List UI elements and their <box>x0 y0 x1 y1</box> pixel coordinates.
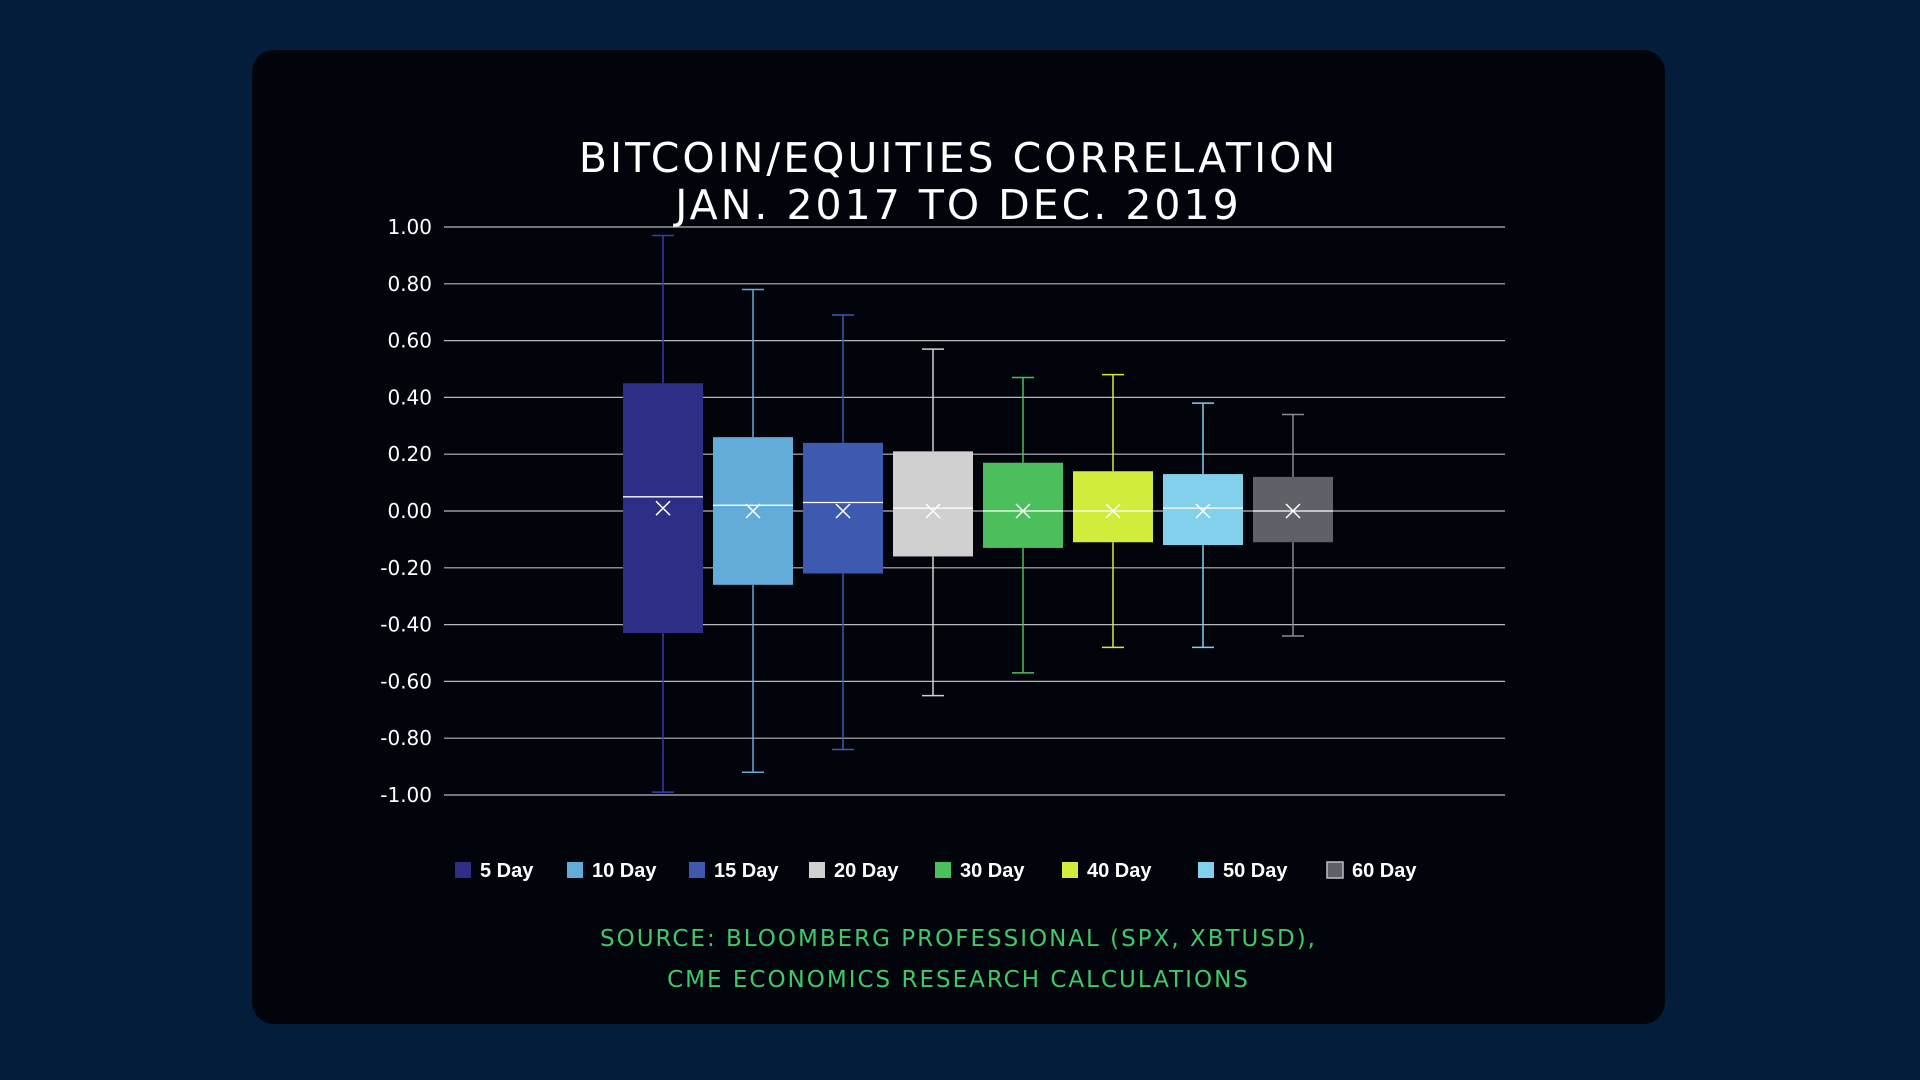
legend-item: 30 Day <box>935 860 1025 882</box>
legend-swatch <box>1326 861 1344 879</box>
grid-lines <box>444 226 1505 796</box>
mean-marker <box>1105 503 1121 519</box>
y-tick-label: -0.60 <box>380 669 432 693</box>
legend-item: 10 Day <box>567 860 657 882</box>
legend-swatch <box>809 862 825 878</box>
y-tick-label: 0.20 <box>387 442 432 466</box>
box-50-day <box>1163 402 1243 649</box>
y-tick-label: 0.80 <box>387 272 432 296</box>
source-line-1: SOURCE: BLOOMBERG PROFESSIONAL (SPX, XBT… <box>600 926 1317 952</box>
source-note: SOURCE: BLOOMBERG PROFESSIONAL (SPX, XBT… <box>252 919 1665 1001</box>
legend-label: 60 Day <box>1352 860 1417 882</box>
chart-title-line-2: JAN. 2017 TO DEC. 2019 <box>675 181 1242 229</box>
box-iqr <box>983 462 1063 548</box>
box-iqr <box>1163 474 1243 546</box>
box-iqr <box>803 442 883 574</box>
y-tick-label: 1.00 <box>387 215 432 239</box>
legend-swatch <box>455 862 471 878</box>
box-iqr <box>1073 471 1153 543</box>
legend-item: 20 Day <box>809 860 899 882</box>
legend-label: 40 Day <box>1087 860 1152 882</box>
mean-marker <box>745 503 761 519</box>
y-tick-label: 0.60 <box>387 329 432 353</box>
legend-label: 50 Day <box>1223 860 1288 882</box>
box-iqr <box>1253 476 1333 543</box>
chart-card: BITCOIN/EQUITIES CORRELATION JAN. 2017 T… <box>252 50 1665 1024</box>
box-40-day <box>1073 373 1153 649</box>
mean-marker <box>1015 503 1031 519</box>
box-60-day <box>1253 413 1333 637</box>
chart-title: BITCOIN/EQUITIES CORRELATION JAN. 2017 T… <box>252 135 1665 229</box>
source-line-2: CME ECONOMICS RESEARCH CALCULATIONS <box>667 967 1250 993</box>
box-30-day <box>983 376 1063 674</box>
legend-swatch <box>689 862 705 878</box>
legend-swatch <box>1198 862 1214 878</box>
legend-label: 10 Day <box>592 860 657 882</box>
mean-marker <box>1195 503 1211 519</box>
mean-marker <box>655 500 671 516</box>
legend-item: 60 Day <box>1326 860 1417 882</box>
legend-label: 15 Day <box>714 860 779 882</box>
legend-swatch <box>935 862 951 878</box>
y-tick-label: 0.00 <box>387 499 432 523</box>
y-tick-label: -0.20 <box>380 556 432 580</box>
legend-label: 5 Day <box>480 860 534 882</box>
y-tick-label: -1.00 <box>380 783 432 807</box>
legend-label: 30 Day <box>960 860 1025 882</box>
box-15-day <box>803 314 883 751</box>
legend-label: 20 Day <box>834 860 899 882</box>
legend-swatch <box>1062 862 1078 878</box>
legend-item: 50 Day <box>1198 860 1288 882</box>
y-tick-label: -0.80 <box>380 726 432 750</box>
y-tick-label: -0.40 <box>380 613 432 637</box>
box-5-day <box>623 234 703 793</box>
legend-item: 40 Day <box>1062 860 1152 882</box>
mean-marker <box>835 503 851 519</box>
box-plot-chart: 1.00 0.80 0.60 0.40 0.20 0.00 -0.20 -0.40 -0.60 -… <box>380 215 1505 882</box>
box-iqr <box>893 451 973 557</box>
box-10-day <box>713 288 793 774</box>
legend-item: 15 Day <box>689 860 779 882</box>
box-20-day <box>893 348 973 697</box>
y-tick-label: 0.40 <box>387 385 432 409</box>
box-plot-series <box>623 234 1333 793</box>
legend: 5 Day 10 Day 15 Day 20 Day 30 Day 40 Day 50 Da… <box>455 860 1417 882</box>
chart-title-line-1: BITCOIN/EQUITIES CORRELATION <box>578 134 1339 182</box>
mean-marker <box>925 503 941 519</box>
y-axis-tick-labels: 1.00 0.80 0.60 0.40 0.20 0.00 -0.20 -0.40 -0.60 -… <box>380 215 432 807</box>
legend-swatch <box>567 862 583 878</box>
mean-marker <box>1285 503 1301 519</box>
legend-item: 5 Day <box>455 860 534 882</box>
